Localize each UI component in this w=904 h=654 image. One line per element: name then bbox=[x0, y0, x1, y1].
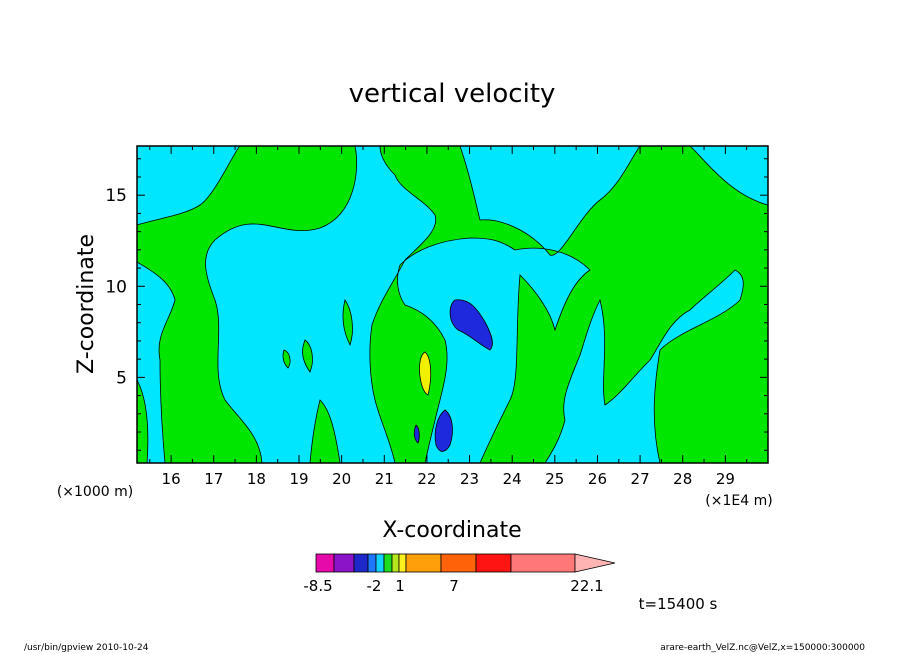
footer-right: arare-earth_VelZ.nc@VelZ,x=150000:300000 bbox=[660, 643, 865, 653]
x-scale-note: (×1000 m) bbox=[57, 484, 133, 500]
x-unit-note: (×1E4 m) bbox=[705, 493, 772, 509]
x-tick-label: 23 bbox=[460, 470, 479, 488]
negative-region bbox=[413, 424, 420, 444]
colorbar-segment bbox=[315, 553, 335, 573]
colorbar-label: -8.5 bbox=[303, 577, 332, 595]
x-tick-label: 26 bbox=[588, 470, 607, 488]
x-tick-label: 29 bbox=[716, 470, 735, 488]
y-tick-label: 5 bbox=[116, 368, 127, 388]
colorbar-segment bbox=[475, 553, 512, 573]
positive-region bbox=[342, 299, 353, 347]
colorbar-segment bbox=[333, 553, 355, 573]
colorbar-extend-arrow bbox=[574, 553, 616, 573]
x-tick-label: 27 bbox=[631, 470, 650, 488]
x-tick-label: 21 bbox=[375, 470, 394, 488]
colorbar-label: 1 bbox=[395, 577, 405, 595]
y-tick-label: 10 bbox=[105, 277, 127, 297]
y-axis-label: Z-coordinate bbox=[74, 234, 99, 374]
positive-region bbox=[302, 339, 313, 373]
colorbar-segment bbox=[383, 553, 393, 573]
positive-region bbox=[282, 349, 291, 369]
colorbar-labels: -8.5 -2 1 7 22.1 bbox=[303, 577, 603, 595]
colorbar-segment bbox=[510, 553, 576, 573]
colorbar-label: -2 bbox=[367, 577, 382, 595]
plot-area bbox=[137, 146, 768, 463]
time-label: t=15400 s bbox=[639, 595, 718, 613]
colorbar-segment bbox=[440, 553, 477, 573]
positive-regions bbox=[137, 146, 768, 463]
negative-region bbox=[434, 409, 453, 452]
x-tick-label: 20 bbox=[332, 470, 351, 488]
x-axis-label: X-coordinate bbox=[382, 518, 521, 543]
colorbar-segment bbox=[405, 553, 442, 573]
strong-positive-region bbox=[419, 351, 432, 396]
x-tick-label: 22 bbox=[417, 470, 436, 488]
footer-left: /usr/bin/gpview 2010-10-24 bbox=[24, 643, 149, 653]
x-tick-label: 25 bbox=[545, 470, 564, 488]
x-tick-label: 19 bbox=[289, 470, 308, 488]
positive-region bbox=[309, 399, 341, 463]
x-tick-label: 16 bbox=[162, 470, 181, 488]
colorbar-segment bbox=[391, 553, 400, 573]
x-tick-label: 28 bbox=[673, 470, 692, 488]
colorbar-segment bbox=[375, 553, 385, 573]
x-tick-labels: 16 17 18 19 20 21 22 23 24 25 26 27 28 29 bbox=[162, 470, 735, 488]
negative-regions bbox=[413, 299, 493, 452]
x-tick-label: 18 bbox=[247, 470, 266, 488]
axis-ticks bbox=[137, 146, 768, 463]
negative-region bbox=[449, 299, 493, 351]
x-tick-label: 17 bbox=[204, 470, 223, 488]
x-tick-label: 24 bbox=[503, 470, 522, 488]
colorbar-segment bbox=[353, 553, 369, 573]
y-tick-label: 15 bbox=[105, 186, 127, 206]
colorbar-label: 7 bbox=[449, 577, 459, 595]
positive-region bbox=[137, 146, 358, 463]
colorbar bbox=[315, 553, 616, 573]
colorbar-segment bbox=[367, 553, 377, 573]
chart-title: vertical velocity bbox=[349, 79, 556, 109]
strong-positive-regions bbox=[419, 351, 432, 396]
y-tick-labels: 5 10 15 bbox=[105, 186, 127, 388]
colorbar-segment bbox=[398, 553, 407, 573]
colorbar-label: 22.1 bbox=[570, 577, 603, 595]
